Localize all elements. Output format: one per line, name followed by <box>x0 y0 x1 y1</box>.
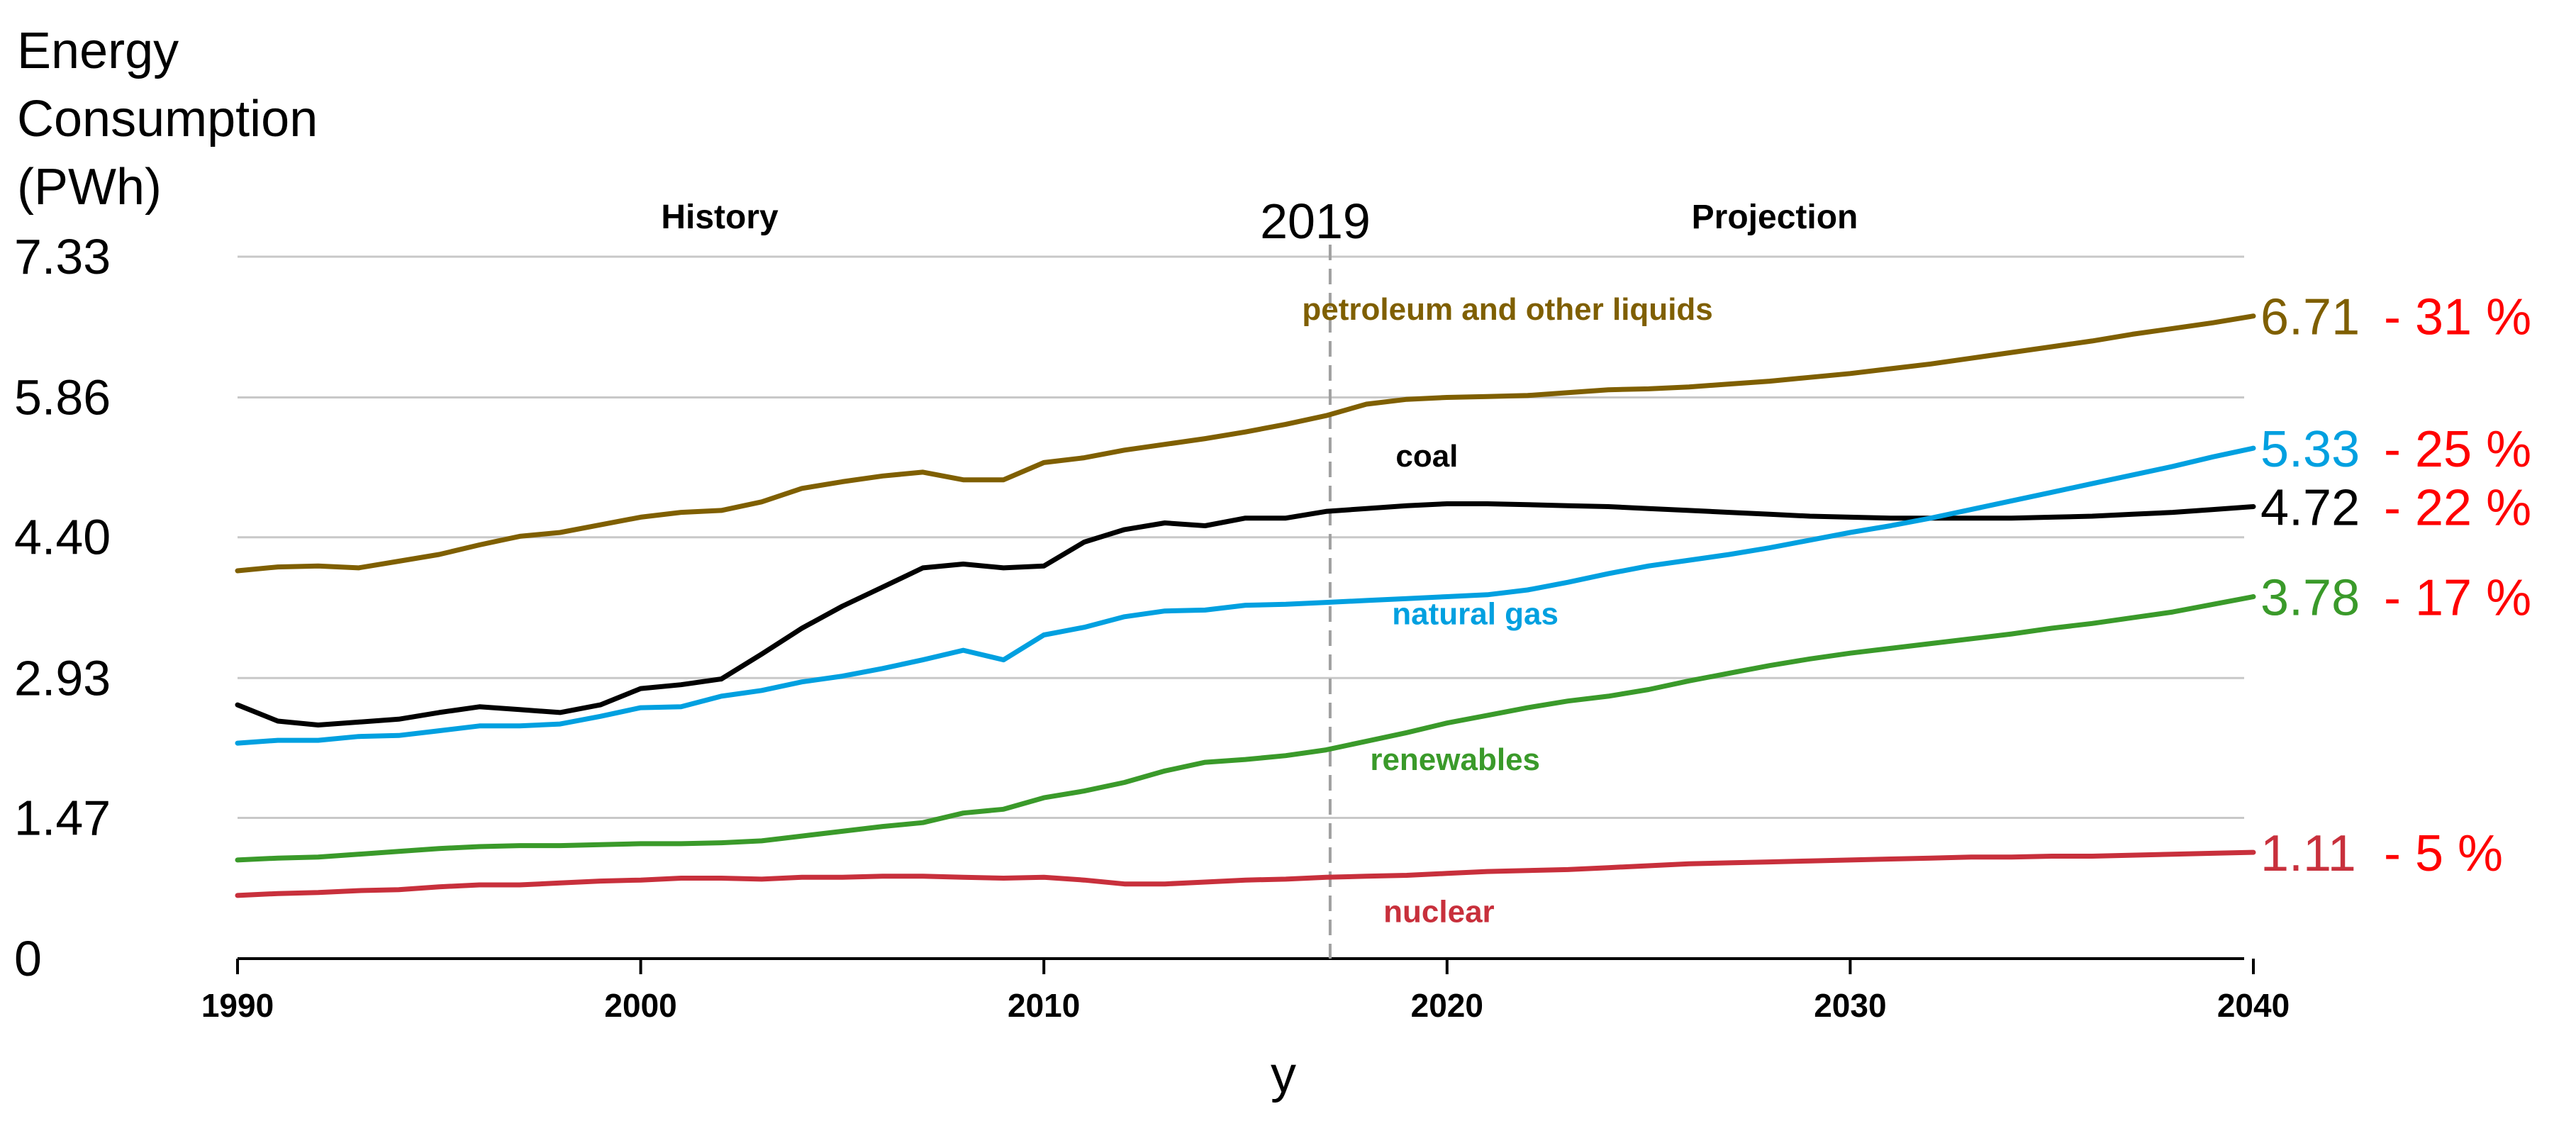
series-line-petroleum-and-other-liquids <box>235 313 2256 574</box>
series-line-nuclear <box>235 849 2256 898</box>
projection-label: Projection <box>1692 199 1858 236</box>
y-tick-label: 1.47 <box>14 790 111 845</box>
end-value-petroleum-and-other-liquids: 6.71 <box>2260 289 2360 346</box>
series-lines <box>235 313 2256 898</box>
series-label-natural-gas: natural gas <box>1392 597 1559 632</box>
y-axis-title-line-2: Consumption <box>17 91 318 147</box>
history-label: History <box>661 199 779 236</box>
share-natural-gas: - 25 % <box>2384 421 2531 478</box>
share-coal: - 22 % <box>2384 480 2531 537</box>
x-tick-label: 2030 <box>1814 987 1886 1024</box>
end-value-labels: 6.71 - 31 % 4.72 - 22 % 5.33 - 25 % 3.78 - 17 %… <box>2260 289 2531 882</box>
y-tick-label: 5.86 <box>14 370 111 425</box>
y-tick-label: 0 <box>14 931 42 986</box>
series-line-coal <box>235 501 2256 727</box>
end-value-nuclear: 1.11 <box>2260 825 2356 882</box>
y-axis-title-line-1: Energy <box>17 23 179 79</box>
end-value-coal: 4.72 <box>2260 480 2360 537</box>
series-line-renewables <box>235 594 2256 863</box>
x-axis-title: y <box>1271 1047 1296 1103</box>
y-tick-label: 7.33 <box>14 229 111 284</box>
x-tick-label: 1990 <box>201 987 274 1024</box>
x-tick-label: 2000 <box>604 987 676 1024</box>
share-nuclear: - 5 % <box>2384 825 2503 882</box>
y-tick-label: 4.40 <box>14 510 111 565</box>
gridlines <box>238 255 2244 819</box>
x-tick-label: 2010 <box>1008 987 1080 1024</box>
series-label-nuclear: nuclear <box>1383 895 1495 930</box>
series-label-petroleum-and-other-liquids: petroleum and other liquids <box>1302 292 1712 327</box>
x-tick-label: 2020 <box>1411 987 1483 1024</box>
share-petroleum-and-other-liquids: - 31 % <box>2384 289 2531 346</box>
share-renewables: - 17 % <box>2384 569 2531 626</box>
marker-year-label: 2019 <box>1260 194 1371 249</box>
series-labels: petroleum and other liquids coal natural g… <box>1302 292 1712 930</box>
series-label-coal: coal <box>1395 439 1458 474</box>
series-label-renewables: renewables <box>1370 742 1540 777</box>
end-value-renewables: 3.78 <box>2260 569 2360 626</box>
series-line-natural-gas <box>235 445 2256 746</box>
y-axis-title-line-3: (PWh) <box>17 159 162 216</box>
y-tick-label: 2.93 <box>14 650 111 705</box>
x-tick-label: 2040 <box>2217 987 2290 1024</box>
axes: 0 1.47 2.93 4.40 5.86 7.33 1990 2000 2010 2020 203… <box>14 229 2290 1024</box>
end-value-natural-gas: 5.33 <box>2260 421 2360 478</box>
